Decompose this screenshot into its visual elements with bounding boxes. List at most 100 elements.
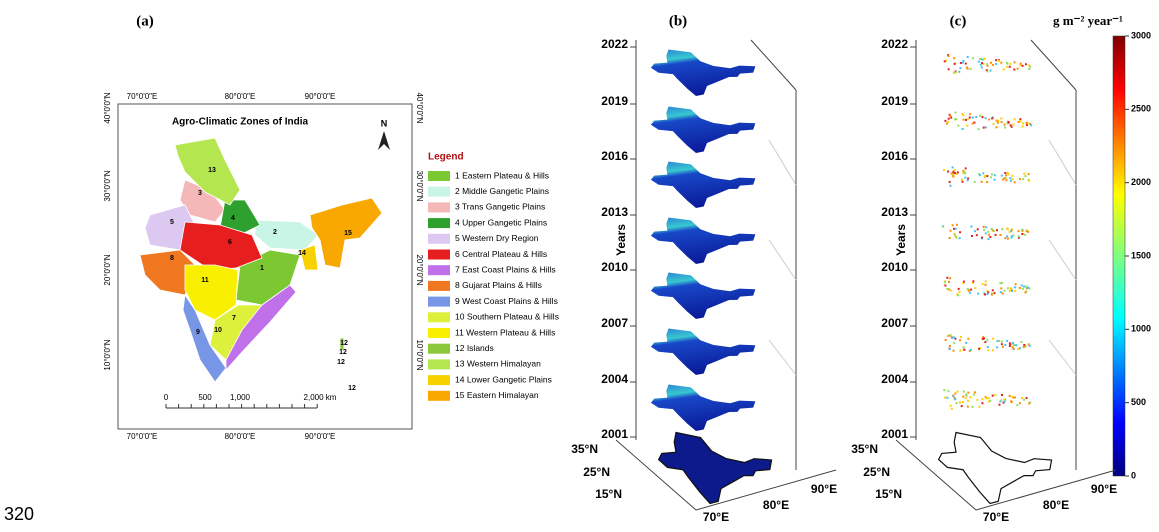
map-pixel <box>990 173 993 176</box>
map-pixel <box>981 236 984 239</box>
map-pixel <box>943 389 946 392</box>
map-pixel <box>988 400 991 403</box>
map-pixel <box>1000 174 1003 177</box>
map-pixel <box>997 119 1000 122</box>
map-pixel <box>978 347 981 350</box>
map-pixel <box>981 338 984 341</box>
map-pixel <box>1006 228 1009 231</box>
map-pixel <box>1016 67 1019 70</box>
map-pixel <box>1017 236 1020 239</box>
lon-label: 80°0'0"E <box>225 92 256 101</box>
zone-label: 5 <box>170 219 174 226</box>
map-pixel <box>975 234 978 237</box>
map-pixel <box>1008 65 1011 68</box>
map-pixel <box>956 390 959 393</box>
box-edge <box>750 39 797 91</box>
map-slice <box>650 384 756 431</box>
lat-label: 30°0'0"N <box>415 170 424 201</box>
map-pixel <box>984 341 987 344</box>
map-pixel <box>997 59 1000 62</box>
grid-line <box>768 239 797 281</box>
year-label: 2019 <box>601 94 628 108</box>
legend-label: 12 Islands <box>455 343 494 353</box>
map-pixel <box>957 124 960 127</box>
map-pixel <box>947 68 950 71</box>
map-pixel <box>983 176 986 179</box>
map-pixel <box>1019 62 1022 65</box>
year-label: 2010 <box>881 260 908 274</box>
map-pixel <box>983 228 986 231</box>
legend-swatch <box>428 296 450 307</box>
map-pixel <box>969 396 972 399</box>
legend-label: 14 Lower Gangetic Plains <box>455 374 552 384</box>
map-pixel <box>999 291 1002 294</box>
map-pixel <box>1021 228 1024 231</box>
map-pixel <box>1008 394 1011 397</box>
map-pixel <box>987 230 990 233</box>
map-pixel <box>986 338 989 341</box>
map-pixel <box>993 178 996 181</box>
colorbar-tick-label: 3000 <box>1131 30 1151 40</box>
map-pixel <box>954 398 957 401</box>
map-pixel <box>995 119 998 122</box>
map-pixel <box>986 63 989 66</box>
map-pixel <box>962 282 965 285</box>
map-pixel <box>978 174 981 177</box>
map-pixel <box>948 280 951 283</box>
map-pixel <box>951 336 954 339</box>
lat-tick-label: 15°N <box>595 487 622 501</box>
map-pixel <box>953 233 956 236</box>
lat-tick-label: 15°N <box>875 487 902 501</box>
map-pixel <box>958 237 961 240</box>
map-pixel <box>947 170 950 173</box>
map-pixel <box>1010 125 1013 128</box>
map-pixel <box>996 339 999 342</box>
zone-label: 14 <box>298 250 306 257</box>
map-pixel <box>961 180 964 183</box>
map-pixel <box>1027 173 1030 176</box>
map-pixel <box>947 120 950 123</box>
map-pixel <box>1000 287 1003 290</box>
map-pixel <box>949 184 952 187</box>
map-pixel <box>967 289 970 292</box>
map-pixel <box>987 397 990 400</box>
grid-line <box>1048 239 1077 281</box>
map-pixel <box>969 113 972 116</box>
map-pixel <box>991 349 994 352</box>
map-pixel <box>983 293 986 296</box>
lon-tick-label: 70°E <box>703 510 729 524</box>
map-pixel <box>994 233 997 236</box>
map-pixel <box>960 178 963 181</box>
map-pixel <box>947 389 950 392</box>
map-pixel <box>1028 64 1031 67</box>
map-pixel <box>1006 171 1009 174</box>
map-pixel <box>1024 233 1027 236</box>
map-pixel <box>966 124 969 127</box>
map-pixel <box>1014 283 1017 286</box>
map-pixel <box>1007 121 1010 124</box>
map-pixel <box>1006 235 1009 238</box>
map-slice <box>650 272 756 319</box>
map-pixel <box>995 59 998 62</box>
year-label: 2007 <box>881 316 908 330</box>
map-pixel <box>991 229 994 232</box>
map-pixel <box>989 69 992 72</box>
base-edge <box>895 439 977 511</box>
map-pixel <box>1003 177 1006 180</box>
map-pixel <box>977 292 980 295</box>
map-pixel <box>975 115 978 118</box>
map-pixel <box>991 394 994 397</box>
map-pixel <box>979 347 982 350</box>
map-pixel <box>1009 62 1012 65</box>
map-pixel <box>954 392 957 395</box>
map-pixel <box>955 71 958 74</box>
map-pixel <box>1000 117 1003 120</box>
legend-label: 6 Central Plateau & Hills <box>455 249 547 259</box>
map-pixel <box>1007 173 1010 176</box>
map-pixel <box>984 396 987 399</box>
map-pixel <box>1010 230 1013 233</box>
map-pixel <box>948 344 951 347</box>
map-pixel <box>1000 121 1003 124</box>
map-pixel <box>947 117 950 120</box>
map-pixel <box>1027 343 1030 346</box>
